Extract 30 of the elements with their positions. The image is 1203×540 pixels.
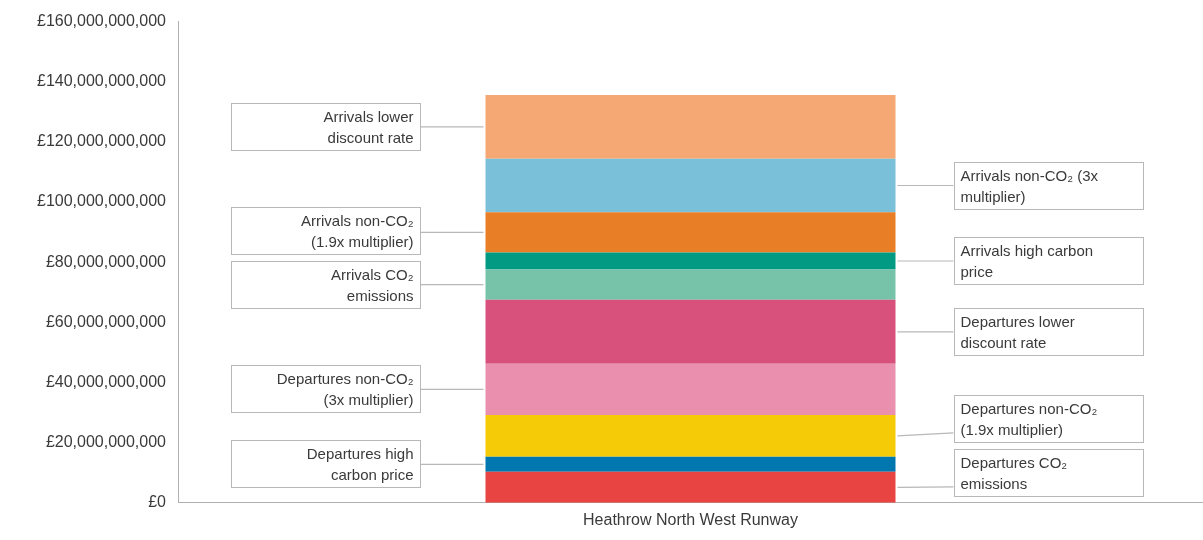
bar	[485, 456, 896, 472]
bar	[485, 94, 896, 159]
y-tick-label: £40,000,000,000	[45, 372, 167, 390]
bar	[485, 471, 896, 503]
callout-box: Arrivals non-CO₂ (1.9x multiplier)	[230, 206, 421, 255]
y-tick-label: £60,000,000,000	[45, 312, 167, 330]
bar	[485, 299, 896, 364]
callout-box: Departures lower discount rate	[953, 307, 1144, 356]
y-tick-label: £0	[148, 493, 167, 511]
callout-box: Arrivals CO₂ emissions	[230, 260, 421, 309]
y-tick-label: £100,000,000,000	[36, 192, 167, 210]
y-tick-label: £80,000,000,000	[45, 252, 167, 270]
y-tick-label: £160,000,000,000	[36, 12, 167, 30]
callout-box: Arrivals lower discount rate	[230, 102, 421, 151]
bar	[485, 414, 896, 457]
callout-box: Departures CO₂ emissions	[953, 448, 1144, 497]
bar	[485, 252, 896, 270]
callout-box: Departures non-CO₂ (1.9x multiplier)	[953, 394, 1144, 443]
y-tick-label: £140,000,000,000	[36, 72, 167, 90]
y-tick-label: £120,000,000,000	[36, 132, 167, 150]
bar	[485, 269, 896, 300]
callout-box: Arrivals high carbon price	[953, 237, 1144, 285]
x-tick-label: Heathrow North West Runway	[583, 510, 798, 528]
callout-box: Departures non-CO₂ (3x multiplier)	[230, 365, 421, 414]
bar	[485, 158, 896, 213]
y-tick-label: £20,000,000,000	[45, 433, 167, 451]
callout-box: Arrivals non-CO₂ (3x multiplier)	[953, 161, 1144, 210]
bar	[485, 212, 896, 253]
callout-box: Departures high carbon price	[230, 440, 421, 489]
bar	[485, 363, 896, 415]
